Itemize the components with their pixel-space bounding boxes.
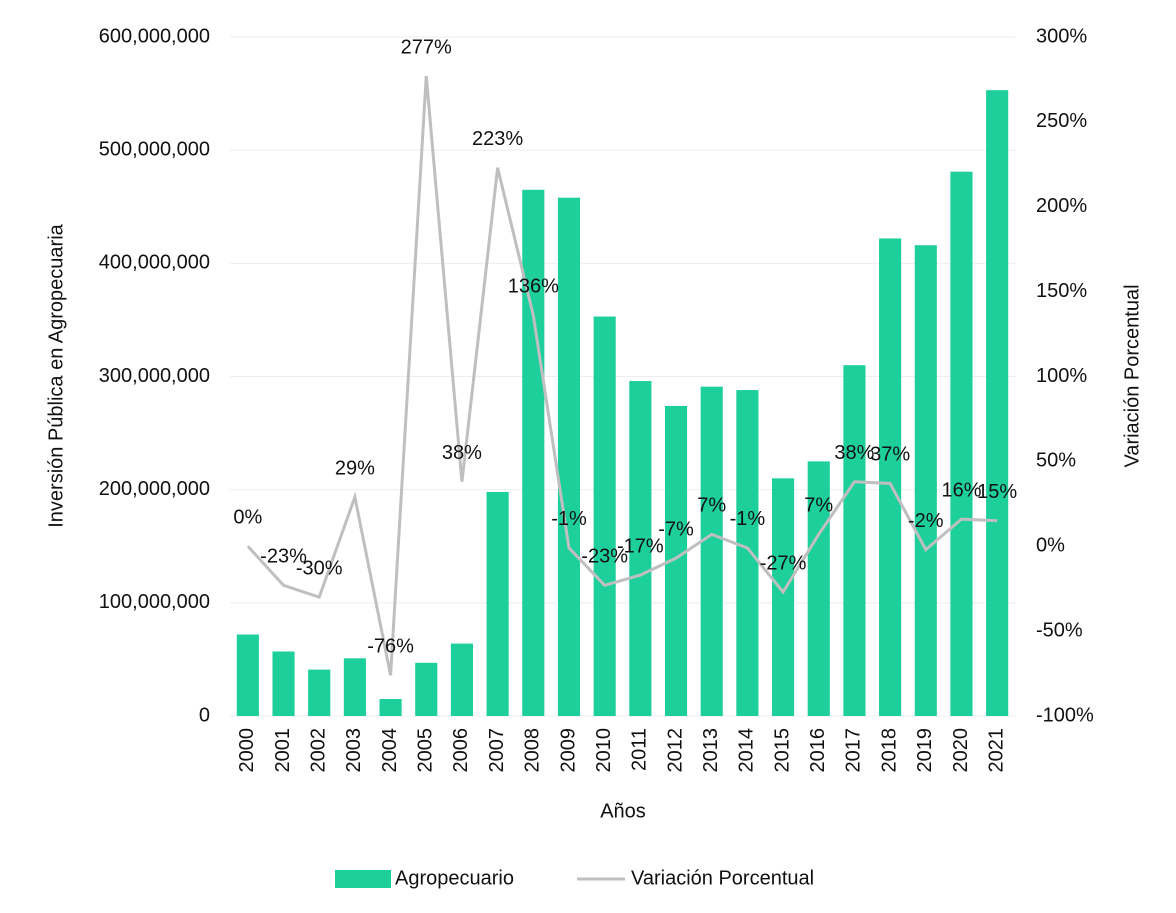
x-tick-label: 2015 (771, 728, 793, 773)
y2-tick-label: -50% (1036, 619, 1083, 641)
x-tick-label: 2019 (914, 728, 936, 773)
y2-axis-title: Variación Porcentual (1121, 284, 1143, 467)
y-tick-label: 400,000,000 (99, 252, 210, 274)
y2-tick-label: 0% (1036, 535, 1065, 557)
bar (593, 316, 616, 716)
bar (450, 643, 473, 716)
data-label: 0% (233, 507, 262, 529)
data-label: -1% (730, 508, 766, 530)
x-tick-label: 2001 (272, 728, 294, 773)
y-axis-title: Inversión Pública en Agropecuaria (45, 223, 67, 527)
x-tick-label: 2018 (878, 728, 900, 773)
data-label: -23% (260, 546, 307, 568)
bar (879, 238, 902, 717)
y-tick-label: 0 (199, 704, 210, 726)
y2-tick-label: 200% (1036, 195, 1087, 217)
legend-swatch (335, 870, 391, 888)
x-tick-label: 2010 (593, 728, 615, 773)
data-label: -23% (581, 546, 628, 568)
y-tick-label: 600,000,000 (99, 25, 210, 47)
data-label: 15% (977, 481, 1017, 503)
bar (736, 390, 759, 716)
x-tick-label: 2014 (736, 728, 758, 773)
y2-tick-label: 250% (1036, 110, 1087, 132)
x-tick-label: 2006 (450, 728, 472, 773)
data-label: 16% (941, 479, 981, 501)
legend-label: Agropecuario (395, 867, 514, 889)
bar (272, 651, 295, 716)
data-label: -1% (551, 508, 587, 530)
y-tick-label: 500,000,000 (99, 138, 210, 160)
y2-tick-label: 50% (1036, 450, 1076, 472)
bar (843, 365, 866, 716)
line (246, 75, 998, 676)
x-tick-label: 2009 (557, 728, 579, 773)
bar (522, 189, 545, 716)
x-tick-label: 2008 (522, 728, 544, 773)
bar (486, 491, 509, 716)
y-tick-label: 200,000,000 (99, 478, 210, 500)
bar (415, 662, 438, 716)
bar (308, 669, 331, 716)
x-tick-label: 2017 (843, 728, 865, 773)
bar (950, 171, 973, 716)
x-tick-label: 2020 (950, 728, 972, 773)
x-tick-label: 2004 (379, 728, 401, 773)
x-tick-label: 2003 (343, 728, 365, 773)
bar (236, 634, 259, 716)
x-tick-label: 2013 (700, 728, 722, 773)
data-label: 38% (834, 442, 874, 464)
bar (772, 478, 795, 716)
bar (379, 699, 402, 716)
x-axis-title: Años (600, 800, 646, 822)
y2-tick-label: 100% (1036, 365, 1087, 387)
y2-tick-label: 150% (1036, 280, 1087, 302)
x-tick-label: 2016 (807, 728, 829, 773)
data-label: -2% (908, 510, 944, 532)
x-tick-label: 2021 (985, 728, 1007, 773)
data-label: -76% (367, 636, 414, 658)
data-label: -27% (760, 552, 807, 574)
x-tick-label: 2005 (415, 728, 437, 773)
data-label: 223% (472, 128, 523, 150)
bar (914, 245, 937, 716)
data-label: -7% (658, 518, 694, 540)
data-label: 277% (401, 36, 452, 58)
data-label: -17% (617, 535, 664, 557)
data-label: -30% (296, 557, 343, 579)
data-label: 136% (508, 276, 559, 298)
data-label: 37% (870, 444, 910, 466)
legend-label: Variación Porcentual (631, 867, 814, 889)
x-tick-label: 2012 (664, 728, 686, 773)
data-label: 7% (697, 495, 726, 517)
x-tick-label: 2011 (629, 728, 651, 771)
y-tick-label: 100,000,000 (99, 591, 210, 613)
x-tick-label: 2002 (307, 728, 329, 773)
y2-tick-label: -100% (1036, 704, 1094, 726)
y-tick-label: 300,000,000 (99, 365, 210, 387)
bar (343, 658, 366, 716)
bar (629, 381, 652, 716)
data-label: 38% (442, 442, 482, 464)
x-tick-label: 2007 (486, 728, 508, 773)
bar (700, 386, 723, 716)
bar (986, 90, 1009, 716)
bar (664, 405, 688, 716)
data-label: 29% (335, 457, 375, 479)
data-label: 7% (804, 495, 833, 517)
y2-tick-label: 300% (1036, 25, 1087, 47)
bar (557, 197, 581, 717)
x-tick-label: 2000 (236, 728, 258, 773)
